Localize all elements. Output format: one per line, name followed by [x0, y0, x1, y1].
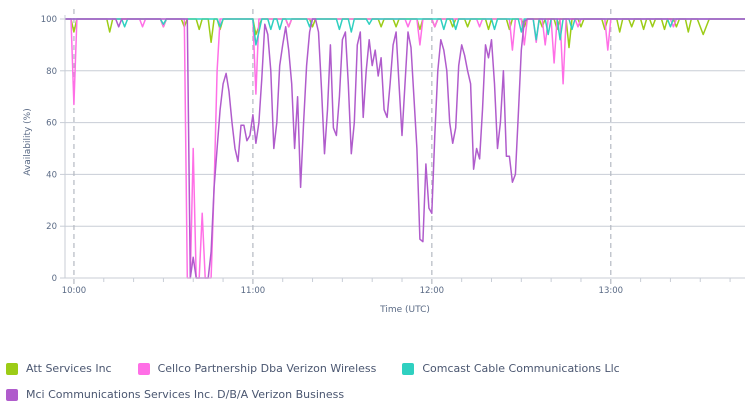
x-axis-title: Time (UTC)	[379, 305, 430, 315]
legend-swatch-cellco	[137, 362, 150, 375]
y-tick-label: 60	[46, 119, 57, 129]
legend-swatch-comcast	[402, 362, 415, 375]
y-tick-label: 20	[46, 222, 57, 232]
legend-label-att: Att Services Inc	[26, 362, 112, 375]
chart-legend: Att Services Inc Cellco Partnership Dba …	[6, 360, 746, 412]
legend-label-mci: Mci Communications Services Inc. D/B/A V…	[26, 388, 345, 401]
legend-label-cellco: Cellco Partnership Dba Verizon Wireless	[157, 362, 377, 375]
y-axis-title: Availability (%)	[23, 108, 33, 176]
x-tick-label: 13:00	[599, 286, 624, 296]
x-tick-label: 12:00	[420, 286, 445, 296]
x-tick-label: 10:00	[62, 286, 87, 296]
legend-row: Att Services Inc Cellco Partnership Dba …	[6, 360, 746, 377]
series-line-3	[65, 18, 745, 279]
legend-item-comcast[interactable]: Comcast Cable Communications Llc	[402, 362, 620, 375]
y-tick-label: 80	[46, 67, 57, 77]
legend-item-mci[interactable]: Mci Communications Services Inc. D/B/A V…	[6, 388, 344, 401]
legend-item-cellco[interactable]: Cellco Partnership Dba Verizon Wireless	[137, 362, 377, 375]
x-tick-label: 11:00	[241, 286, 266, 296]
chart-axes: 0 20 40 60 80 100 10:00 11:00 12:00 13:00	[41, 15, 745, 296]
series-line-1	[65, 18, 745, 279]
y-tick-label: 100	[41, 15, 57, 25]
chart-series	[65, 18, 745, 279]
series-line-0	[65, 18, 745, 49]
legend-item-att[interactable]: Att Services Inc	[6, 362, 112, 375]
legend-swatch-mci	[6, 388, 18, 401]
line-chart: 0 20 40 60 80 100 10:00 11:00 12:00 13:00 Availab…	[23, 9, 745, 315]
y-tick-label: 0	[52, 274, 57, 284]
legend-row: Mci Communications Services Inc. D/B/A V…	[6, 386, 746, 403]
series-line-2	[65, 18, 745, 46]
legend-swatch-att	[6, 362, 18, 375]
y-tick-label: 40	[46, 170, 57, 180]
chart-grid	[65, 9, 745, 284]
legend-label-comcast: Comcast Cable Communications Llc	[422, 362, 620, 375]
